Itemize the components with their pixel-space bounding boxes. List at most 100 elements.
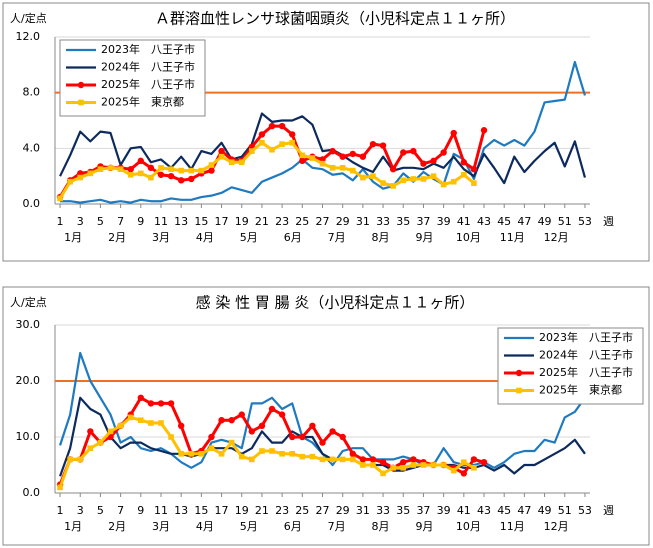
point (400, 149, 407, 156)
point (339, 433, 346, 441)
x-tick-label: 33 (376, 215, 390, 228)
x-tick-label: 33 (376, 504, 390, 517)
y-axis-label: 人/定点 (10, 295, 47, 309)
point (430, 157, 437, 165)
point (349, 167, 356, 174)
y-tick-label: 0.0 (23, 197, 41, 210)
point (309, 453, 316, 460)
point (329, 428, 336, 435)
x-tick-label: 43 (477, 215, 491, 228)
point (370, 173, 376, 179)
x-tick-label: 37 (416, 215, 430, 228)
point (359, 153, 367, 160)
point (471, 465, 477, 471)
point (410, 456, 417, 463)
x-tick-label: 37 (416, 504, 430, 517)
point (349, 456, 356, 463)
x-tick-label: 53 (578, 215, 592, 228)
month-label: 7月 (328, 231, 346, 244)
point (268, 122, 276, 130)
x-tick-label: 45 (497, 504, 511, 517)
point (188, 175, 195, 183)
month-label: 5月 (240, 520, 258, 533)
point (67, 456, 73, 463)
point (137, 157, 145, 165)
point (309, 155, 316, 161)
month-label: 6月 (284, 231, 302, 244)
point (97, 166, 104, 173)
legend-label: 2025年 東京都 (539, 383, 622, 397)
month-label: 7月 (328, 520, 346, 533)
point (198, 451, 205, 457)
point (359, 456, 367, 463)
legend-marker (77, 81, 85, 89)
x-tick-label: 19 (235, 504, 249, 517)
point (440, 181, 447, 188)
point (258, 131, 266, 138)
point (249, 148, 255, 154)
point (147, 164, 155, 172)
point (450, 178, 457, 185)
point (461, 171, 467, 178)
month-label: 11月 (500, 520, 525, 533)
point (127, 166, 134, 173)
point (400, 177, 407, 184)
point (188, 167, 195, 174)
point (329, 456, 336, 463)
point (299, 157, 306, 165)
month-label: 2月 (108, 520, 126, 533)
legend-marker (516, 387, 522, 394)
point (400, 459, 407, 466)
point (228, 159, 235, 166)
point (178, 451, 184, 457)
x-tick-label: 41 (457, 215, 471, 228)
month-label: 9月 (415, 520, 433, 533)
point (329, 147, 336, 155)
point (218, 147, 225, 155)
legend-label: 2025年 八王子市 (539, 365, 633, 379)
chart-title: 感 染 性 胃 腸 炎（小児科定点１１ヶ所） (196, 294, 475, 312)
x-tick-label: 21 (255, 215, 269, 228)
point (198, 167, 205, 174)
point (471, 180, 477, 186)
point (127, 414, 134, 421)
point (349, 150, 356, 158)
month-label: 1月 (64, 520, 82, 533)
x-tick-label: 39 (437, 504, 451, 517)
point (430, 173, 437, 179)
point (450, 467, 457, 474)
month-label: 1月 (64, 231, 82, 244)
point (157, 171, 165, 178)
month-label: 8月 (372, 231, 390, 244)
point (440, 462, 447, 468)
month-label: 8月 (372, 520, 390, 533)
point (97, 439, 104, 446)
point (138, 170, 144, 177)
point (400, 465, 407, 471)
point (228, 439, 235, 446)
point (107, 165, 114, 171)
x-tick-label: 25 (295, 504, 309, 517)
month-label: 4月 (196, 520, 214, 533)
point (177, 177, 185, 184)
x-tick-label: 35 (396, 215, 410, 228)
x-tick-label: 51 (558, 504, 572, 517)
point (420, 160, 427, 167)
x-tick-label: 47 (517, 215, 531, 228)
point (238, 159, 245, 166)
point (77, 456, 84, 463)
point (339, 165, 346, 171)
y-tick-label: 30.0 (16, 318, 41, 331)
x-tick-label: 35 (396, 504, 410, 517)
point (420, 462, 427, 468)
x-tick-label: 7 (117, 504, 124, 517)
legend-label: 2025年 東京都 (101, 95, 184, 109)
point (299, 433, 306, 441)
point (158, 420, 164, 426)
point (269, 448, 275, 454)
point (279, 141, 285, 147)
legend-label: 2024年 八王子市 (101, 60, 195, 74)
month-label: 4月 (196, 231, 214, 244)
point (167, 172, 175, 180)
point (360, 462, 366, 468)
